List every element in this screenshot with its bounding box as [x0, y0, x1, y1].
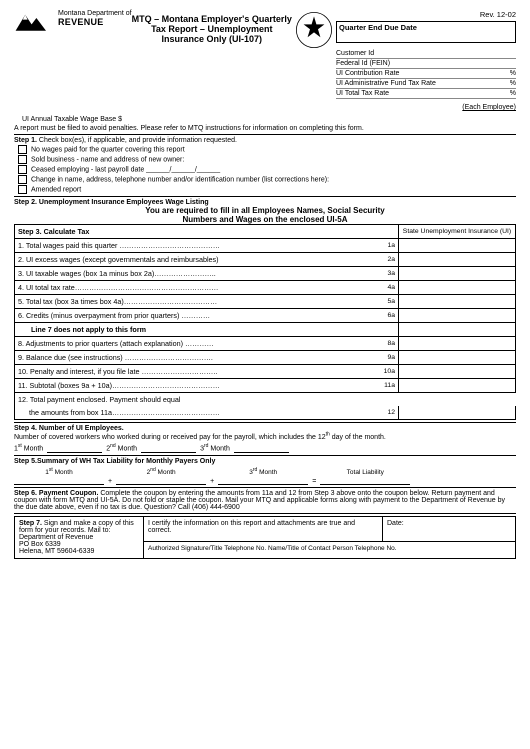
customer-id-line[interactable]: Customer Id [336, 49, 516, 59]
step5-m2-input[interactable] [116, 476, 206, 485]
revision: Rev. 12-02 [336, 10, 516, 19]
box-4a[interactable] [399, 281, 516, 295]
step3-title: Step 3. Calculate Tax [15, 225, 399, 239]
step4-m2-input[interactable] [141, 444, 196, 453]
step3-table: Step 3. Calculate Tax State Unemployment… [14, 224, 516, 420]
step2-line2: Numbers and Wages on the enclosed UI-5A [14, 215, 516, 224]
box-11a[interactable] [399, 379, 516, 393]
right-info-col: Rev. 12-02 Quarter End Due Date Customer… [336, 10, 516, 112]
box-12[interactable] [399, 406, 516, 420]
ui-admin-line[interactable]: UI Administrative Fund Tax Rate% [336, 79, 516, 89]
step4: Step 4. Number of UI Employees. Number o… [14, 425, 516, 453]
step6: Step 6. Payment Coupon. Complete the cou… [14, 490, 516, 511]
ui-total-line[interactable]: UI Total Tax Rate% [336, 89, 516, 99]
checkbox-no-wages[interactable] [18, 145, 27, 154]
step3-col2: State Unemployment Insurance (UI) [399, 225, 516, 239]
line7-na: Line 7 does not apply to this form [15, 323, 399, 337]
step2-line1: You are required to fill in all Employee… [14, 206, 516, 215]
form-page: Montana Department of REVENUE MTQ – Mont… [0, 0, 530, 749]
filing-note: A report must be filed to avoid penaltie… [14, 125, 516, 132]
dept-line2: REVENUE [58, 17, 132, 27]
step6-title: Step 6. Payment Coupon. [14, 490, 98, 497]
workforce-badge-icon [294, 10, 334, 50]
header-row: Montana Department of REVENUE MTQ – Mont… [14, 10, 516, 112]
step2-title: Step 2. Unemployment Insurance Employees… [14, 199, 209, 206]
signature-cell[interactable]: Authorized Signature/Title Telephone No.… [144, 542, 516, 559]
checkbox-ceased[interactable] [18, 165, 27, 174]
mountain-logo-icon [14, 10, 54, 34]
step1-text: Check box(es), if applicable, and provid… [39, 137, 237, 144]
step4-m3-input[interactable] [234, 444, 289, 453]
box-8a[interactable] [399, 337, 516, 351]
box-1a[interactable] [399, 239, 516, 253]
box-2a[interactable] [399, 253, 516, 267]
dept-line1: Montana Department of [58, 10, 132, 17]
box-9a[interactable] [399, 351, 516, 365]
step5-m3-input[interactable] [218, 476, 308, 485]
federal-id-line[interactable]: Federal Id (FEIN) [336, 59, 516, 69]
step5-total-input[interactable] [320, 476, 410, 485]
step1: Step 1. Check box(es), if applicable, an… [14, 137, 516, 194]
checkbox-change[interactable] [18, 175, 27, 184]
step5-title: Step 5.Summary of WH Tax Liability for M… [14, 458, 215, 465]
quarter-end-box[interactable]: Quarter End Due Date [336, 21, 516, 43]
step4-m1-input[interactable] [47, 444, 102, 453]
box-5a[interactable] [399, 295, 516, 309]
checkbox-amended[interactable] [18, 185, 27, 194]
wage-base: UI Annual Taxable Wage Base $ [22, 116, 516, 123]
step7-left: Step 7. Sign and make a copy of this for… [15, 516, 144, 558]
title-line1: MTQ – Montana Employer's Quarterly [132, 14, 292, 24]
ui-contrib-line[interactable]: UI Contribution Rate% [336, 69, 516, 79]
step5: Step 5.Summary of WH Tax Liability for M… [14, 458, 516, 485]
box-6a[interactable] [399, 309, 516, 323]
title-line2: Tax Report – Unemployment Insurance Only… [132, 24, 292, 44]
checkbox-sold[interactable] [18, 155, 27, 164]
step4-months: 1st Month 2nd Month 3rd Month [14, 443, 516, 452]
step4-title: Step 4. Number of UI Employees. [14, 425, 124, 432]
step4-text: Number of covered workers who worked dur… [14, 434, 386, 441]
step2: Step 2. Unemployment Insurance Employees… [14, 199, 516, 224]
step5-m1-input[interactable] [14, 476, 104, 485]
badge-block [292, 10, 336, 52]
title-block: MTQ – Montana Employer's Quarterly Tax R… [132, 14, 292, 44]
logo-text: Montana Department of REVENUE [58, 10, 132, 27]
step1-title: Step 1. [14, 137, 37, 144]
cert-cell: I certify the information on this report… [144, 516, 383, 541]
logo-block: Montana Department of REVENUE [14, 10, 132, 34]
each-employee: (Each Employee) [336, 103, 516, 112]
step5-row: 1st Month + 2nd Month + 3rd Month = Tota… [14, 467, 516, 485]
date-cell[interactable]: Date: [383, 516, 516, 541]
box-3a[interactable] [399, 267, 516, 281]
step7-table: Step 7. Sign and make a copy of this for… [14, 516, 516, 559]
box-10a[interactable] [399, 365, 516, 379]
